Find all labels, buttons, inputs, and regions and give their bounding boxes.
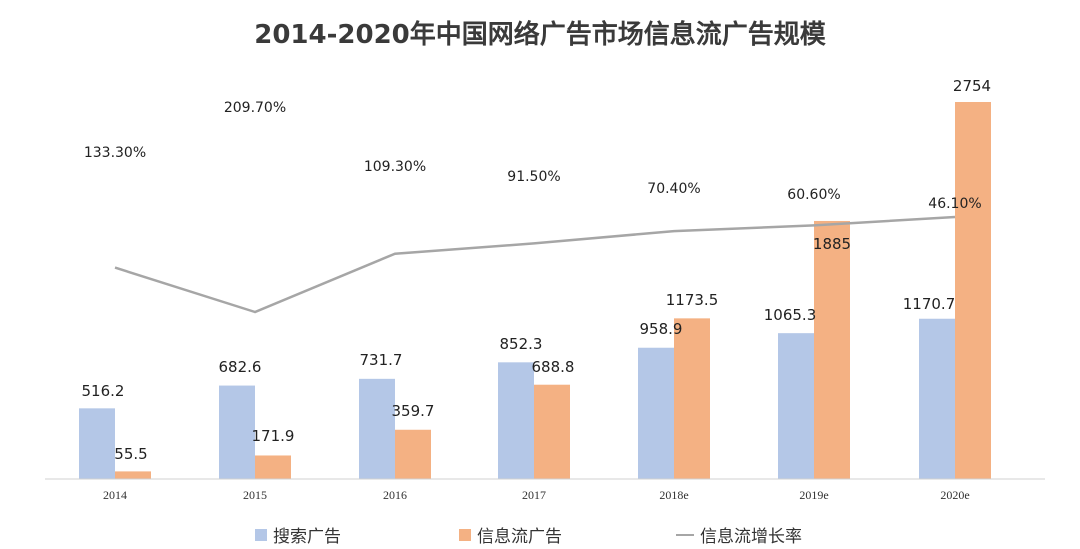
data-label-feed: 2754: [953, 77, 991, 95]
data-label-feed: 55.5: [114, 445, 147, 463]
bar-search-2019e: [778, 333, 814, 479]
bar-feed-2018e: [674, 318, 710, 479]
data-label-growth: 109.30%: [364, 159, 426, 175]
data-label-growth: 91.50%: [507, 169, 560, 185]
data-label-growth: 46.10%: [928, 196, 981, 212]
legend-label-search: 搜索广告: [273, 527, 341, 547]
data-label-growth: 70.40%: [647, 181, 700, 197]
data-label-search: 516.2: [82, 382, 125, 400]
bar-search-2020e: [919, 318, 955, 479]
legend-item-feed: 信息流广告: [459, 522, 562, 547]
legend-label-growth: 信息流增长率: [700, 527, 802, 547]
data-label-growth: 209.70%: [224, 100, 286, 116]
legend-swatch-search: [255, 528, 267, 541]
data-label-feed: 688.8: [532, 358, 575, 376]
bar-feed-2019e: [814, 220, 850, 479]
x-tick-label: 2018e: [659, 488, 688, 502]
x-tick-label: 2020e: [940, 488, 969, 502]
data-label-search: 731.7: [360, 351, 403, 369]
data-label-search: 852.3: [500, 335, 543, 353]
data-label-search: 1065.3: [764, 306, 817, 324]
legend-swatch-growth: [676, 533, 694, 536]
data-label-feed: 171.9: [252, 427, 295, 445]
data-label-search: 682.6: [219, 358, 262, 376]
x-tick-label: 2019e: [799, 488, 828, 502]
bar-feed-2016: [395, 429, 431, 479]
x-tick-label: 2015: [243, 488, 267, 502]
bar-search-2015: [219, 385, 255, 479]
bar-search-2017: [498, 362, 534, 479]
growth-line: [114, 215, 956, 314]
data-label-feed: 1885: [813, 235, 851, 253]
bar-search-2014: [79, 408, 115, 479]
data-label-search: 1170.7: [903, 295, 956, 313]
x-tick-label: 2014: [103, 488, 127, 502]
bar-feed-2015: [255, 455, 291, 479]
legend-item-growth: 信息流增长率: [676, 522, 802, 547]
data-label-search: 958.9: [640, 320, 683, 338]
chart-title: 2014-2020年中国网络广告市场信息流广告规模: [254, 20, 826, 50]
bar-feed-2017: [534, 384, 570, 479]
data-label-growth: 133.30%: [84, 145, 146, 161]
bar-search-2018e: [638, 347, 674, 479]
data-label-feed: 1173.5: [666, 291, 719, 309]
bar-feed-2014: [115, 471, 151, 479]
bar-search-2016: [359, 378, 395, 479]
legend-swatch-feed: [459, 528, 471, 541]
data-label-feed: 359.7: [392, 402, 435, 420]
bar-feed-2020e: [955, 102, 991, 479]
legend-label-feed: 信息流广告: [477, 527, 562, 547]
legend: 搜索广告 信息流广告 信息流增长率: [0, 522, 1080, 547]
data-label-growth: 60.60%: [787, 187, 840, 203]
x-tick-label: 2017: [522, 488, 546, 502]
x-tick-label: 2016: [383, 488, 407, 502]
legend-item-search: 搜索广告: [255, 522, 341, 547]
